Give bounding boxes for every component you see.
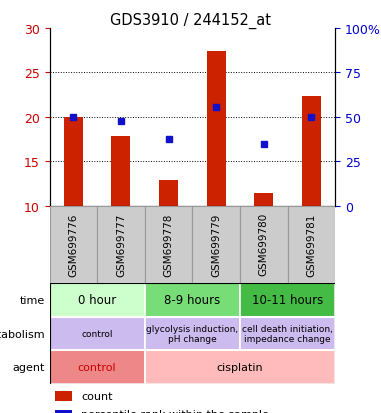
Bar xyxy=(97,206,145,283)
Text: agent: agent xyxy=(13,363,45,373)
Text: GSM699779: GSM699779 xyxy=(211,213,221,276)
Text: control: control xyxy=(78,363,117,373)
Text: cell death initiation,
impedance change: cell death initiation, impedance change xyxy=(242,324,333,343)
Text: percentile rank within the sample: percentile rank within the sample xyxy=(81,409,269,413)
Text: GSM699781: GSM699781 xyxy=(306,213,317,276)
Text: cisplatin: cisplatin xyxy=(217,363,263,373)
Bar xyxy=(145,206,192,283)
Text: GDS3910 / 244152_at: GDS3910 / 244152_at xyxy=(110,12,271,28)
Text: count: count xyxy=(81,391,112,401)
Text: glycolysis induction,
pH change: glycolysis induction, pH change xyxy=(146,324,239,343)
Text: 10-11 hours: 10-11 hours xyxy=(252,293,323,306)
Bar xyxy=(207,52,226,206)
Bar xyxy=(255,193,274,206)
Text: GSM699780: GSM699780 xyxy=(259,213,269,276)
Text: GSM699776: GSM699776 xyxy=(68,213,78,276)
Text: GSM699777: GSM699777 xyxy=(116,213,126,276)
Bar xyxy=(288,206,335,283)
Text: time: time xyxy=(19,295,45,305)
Bar xyxy=(50,351,145,385)
Bar xyxy=(240,317,335,351)
Bar xyxy=(55,392,72,401)
Text: metabolism: metabolism xyxy=(0,329,45,339)
Bar xyxy=(240,283,335,317)
Bar xyxy=(240,206,288,283)
Bar xyxy=(50,206,97,283)
Bar xyxy=(145,351,335,385)
Bar xyxy=(145,317,240,351)
Bar xyxy=(55,410,72,413)
Text: 0 hour: 0 hour xyxy=(78,293,116,306)
Text: GSM699778: GSM699778 xyxy=(163,213,174,276)
Text: 8-9 hours: 8-9 hours xyxy=(164,293,221,306)
Bar xyxy=(159,181,178,206)
Bar xyxy=(50,317,145,351)
Bar xyxy=(64,118,83,206)
Bar xyxy=(145,283,240,317)
Text: control: control xyxy=(82,329,113,338)
Bar xyxy=(50,283,145,317)
Bar xyxy=(111,136,130,206)
Bar xyxy=(302,96,321,206)
Bar xyxy=(192,206,240,283)
